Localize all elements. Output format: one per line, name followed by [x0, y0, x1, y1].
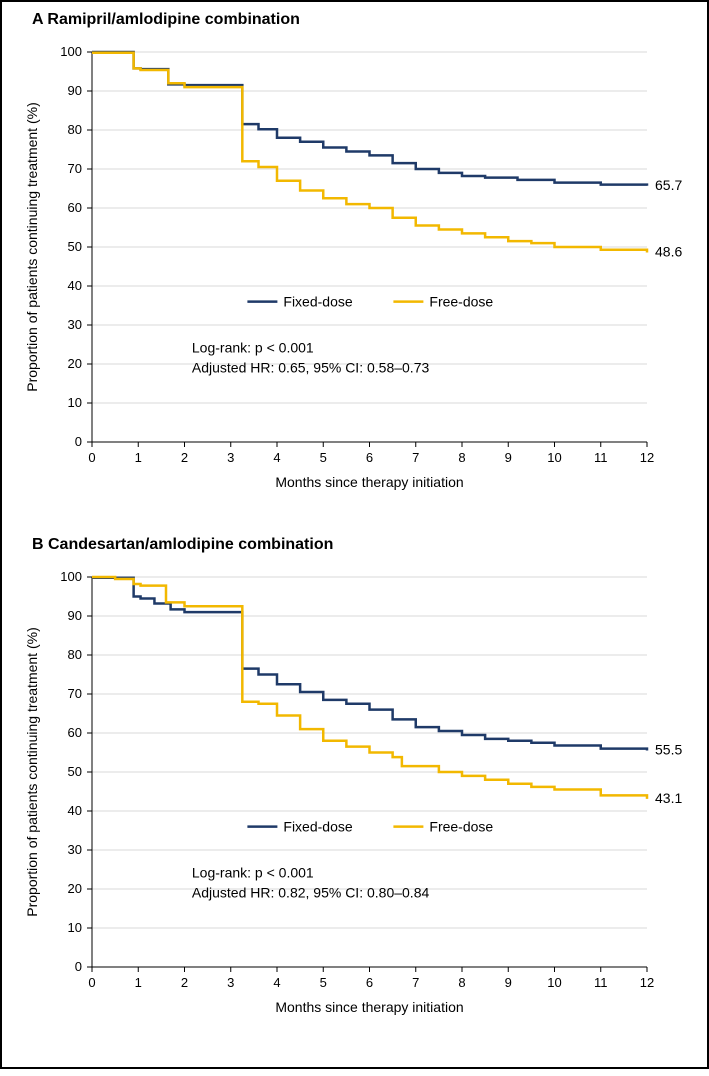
- end-label: 48.6: [655, 243, 682, 259]
- y-tick-label: 80: [68, 647, 82, 662]
- stats-line: Log-rank: p < 0.001: [192, 339, 314, 355]
- x-tick-label: 6: [366, 450, 373, 465]
- y-tick-label: 80: [68, 122, 82, 137]
- y-tick-label: 20: [68, 356, 82, 371]
- x-tick-label: 7: [412, 975, 419, 990]
- x-tick-label: 1: [135, 975, 142, 990]
- y-tick-label: 70: [68, 161, 82, 176]
- x-axis-title: Months since therapy initiation: [275, 999, 463, 1015]
- x-tick-label: 11: [594, 975, 608, 990]
- end-label: 55.5: [655, 742, 682, 758]
- x-tick-label: 10: [547, 450, 561, 465]
- panel-title: A Ramipril/amlodipine combination: [32, 11, 300, 28]
- y-tick-label: 40: [68, 278, 82, 293]
- y-tick-label: 60: [68, 725, 82, 740]
- y-tick-label: 100: [60, 569, 82, 584]
- end-label: 65.7: [655, 177, 682, 193]
- charts-svg: A Ramipril/amlodipine combination0102030…: [2, 2, 709, 1071]
- x-tick-label: 12: [640, 975, 654, 990]
- x-tick-label: 9: [505, 450, 512, 465]
- x-tick-label: 0: [88, 450, 95, 465]
- y-axis-title: Proportion of patients continuing treatm…: [24, 102, 40, 392]
- y-tick-label: 20: [68, 881, 82, 896]
- y-tick-label: 60: [68, 200, 82, 215]
- x-tick-label: 2: [181, 450, 188, 465]
- x-tick-label: 10: [547, 975, 561, 990]
- series-fixed-dose: [92, 578, 647, 751]
- y-tick-label: 40: [68, 803, 82, 818]
- stats-line: Adjusted HR: 0.65, 95% CI: 0.58–0.73: [192, 359, 430, 375]
- y-tick-label: 30: [68, 317, 82, 332]
- x-tick-label: 3: [227, 450, 234, 465]
- y-tick-label: 90: [68, 83, 82, 98]
- x-tick-label: 4: [273, 450, 280, 465]
- y-tick-label: 90: [68, 608, 82, 623]
- end-label: 43.1: [655, 790, 682, 806]
- y-axis-title: Proportion of patients continuing treatm…: [24, 627, 40, 917]
- figure-container: A Ramipril/amlodipine combination0102030…: [0, 0, 709, 1069]
- x-tick-label: 5: [320, 975, 327, 990]
- y-tick-label: 50: [68, 239, 82, 254]
- x-tick-label: 11: [594, 450, 608, 465]
- x-tick-label: 6: [366, 975, 373, 990]
- legend-label: Free-dose: [429, 294, 493, 310]
- stats-line: Adjusted HR: 0.82, 95% CI: 0.80–0.84: [192, 884, 430, 900]
- series-fixed-dose: [92, 52, 647, 186]
- x-tick-label: 8: [458, 450, 465, 465]
- y-tick-label: 0: [75, 434, 82, 449]
- x-tick-label: 9: [505, 975, 512, 990]
- legend-label: Fixed-dose: [283, 819, 352, 835]
- x-tick-label: 5: [320, 450, 327, 465]
- y-tick-label: 10: [68, 920, 82, 935]
- legend-label: Fixed-dose: [283, 294, 352, 310]
- y-tick-label: 50: [68, 764, 82, 779]
- x-tick-label: 8: [458, 975, 465, 990]
- stats-line: Log-rank: p < 0.001: [192, 864, 314, 880]
- x-tick-label: 7: [412, 450, 419, 465]
- x-axis-title: Months since therapy initiation: [275, 474, 463, 490]
- y-tick-label: 0: [75, 959, 82, 974]
- x-tick-label: 1: [135, 450, 142, 465]
- x-tick-label: 4: [273, 975, 280, 990]
- x-tick-label: 0: [88, 975, 95, 990]
- panel-title: B Candesartan/amlodipine combination: [32, 536, 333, 553]
- y-tick-label: 30: [68, 842, 82, 857]
- y-tick-label: 100: [60, 44, 82, 59]
- y-tick-label: 70: [68, 686, 82, 701]
- legend-label: Free-dose: [429, 819, 493, 835]
- y-tick-label: 10: [68, 395, 82, 410]
- x-tick-label: 12: [640, 450, 654, 465]
- x-tick-label: 2: [181, 975, 188, 990]
- x-tick-label: 3: [227, 975, 234, 990]
